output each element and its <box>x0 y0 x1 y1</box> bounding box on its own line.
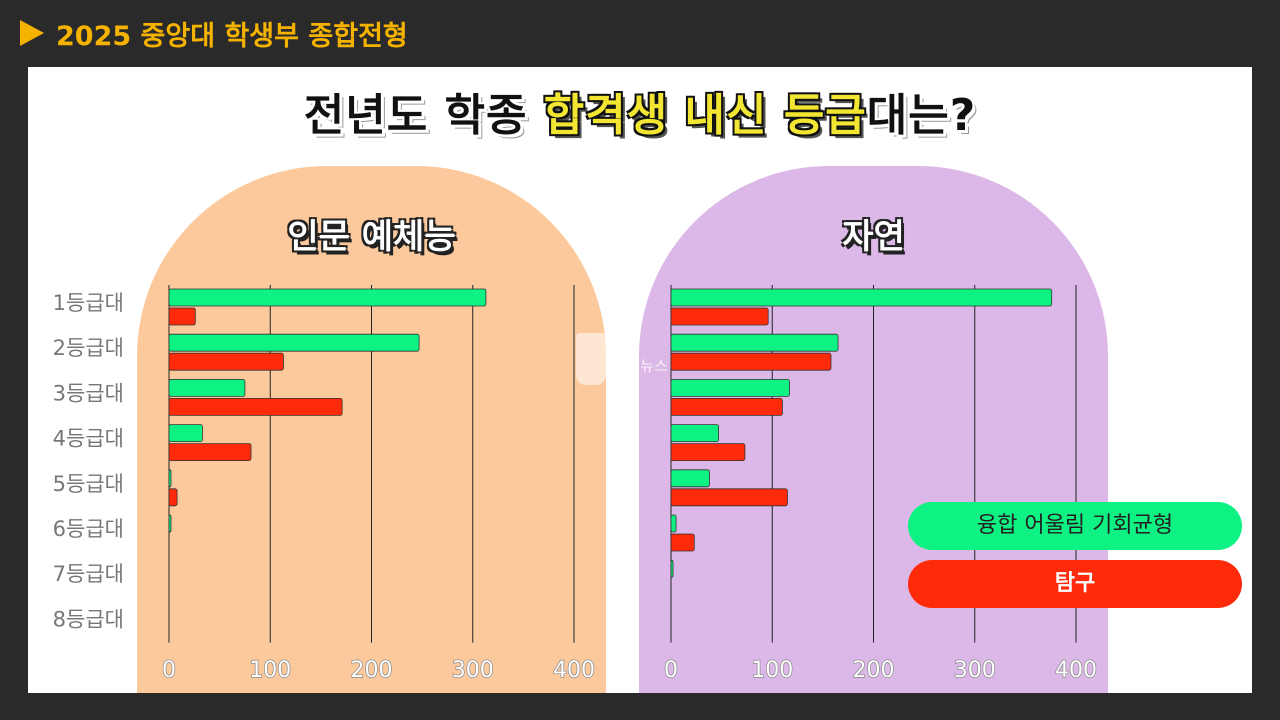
legend-series2: 탐구 <box>908 560 1242 608</box>
right-bar-series1 <box>670 424 719 443</box>
y-category-label: 1등급대 <box>53 291 124 315</box>
y-category-label: 7등급대 <box>53 562 124 586</box>
main-title-part2: 대는? <box>866 90 977 141</box>
left-bar-series1 <box>168 378 246 397</box>
right-x-tick-label: 300 <box>954 658 996 683</box>
left-bar-series2 <box>168 443 252 462</box>
left-bar-series1 <box>168 424 203 443</box>
slide-panel: 전년도 학종 합격생 내신 등급대는? 인문 예체능 자연 참은 뉴스 0 100… <box>28 67 1252 693</box>
main-title: 전년도 학종 합격생 내신 등급대는? <box>28 79 1252 143</box>
y-category-label: 5등급대 <box>53 472 124 496</box>
left-bar-series2 <box>168 488 178 507</box>
left-bar-series1 <box>168 514 172 533</box>
header-title: 2025 중앙대 학생부 종합전형 <box>56 21 408 52</box>
right-x-tick-label: 200 <box>853 658 895 683</box>
right-x-tick-label: 400 <box>1055 658 1097 683</box>
left-bar-series2 <box>168 397 343 416</box>
right-bar-series2 <box>670 533 695 552</box>
right-bar-series1 <box>670 559 674 578</box>
watermark-logo <box>576 333 606 385</box>
right-x-tick-label: 0 <box>664 658 678 683</box>
left-x-tick-label: 400 <box>553 658 595 683</box>
main-title-part1: 전년도 학종 <box>303 90 544 141</box>
left-bar-series1 <box>168 469 172 488</box>
left-bar-series2 <box>168 352 284 371</box>
bar-charts: 0 100 200 300 400 1등급대 2등급대 3등급대 4등급대 5등급대 6등급대 7등급… <box>53 285 1098 684</box>
y-category-label: 6등급대 <box>53 517 124 541</box>
header-bar: 2025 중앙대 학생부 종합전형 <box>0 0 1280 66</box>
left-x-tick-label: 200 <box>351 658 393 683</box>
right-bar-series2 <box>670 352 832 371</box>
left-x-tick-label: 300 <box>452 658 494 683</box>
play-triangle-icon <box>20 20 44 46</box>
left-x-tick-label: 0 <box>162 658 176 683</box>
y-category-label: 3등급대 <box>53 381 124 405</box>
y-category-label: 4등급대 <box>53 427 124 451</box>
right-chart-title: 자연 <box>842 217 905 257</box>
right-bar-series1 <box>670 333 839 352</box>
left-bar-series1 <box>168 333 420 352</box>
left-chart-title: 인문 예체능 <box>287 217 456 257</box>
left-bar-series1 <box>168 288 487 307</box>
right-bar-series2 <box>670 307 769 326</box>
left-bar-series2 <box>168 307 196 326</box>
right-bar-series1 <box>670 514 677 533</box>
main-title-highlight: 합격생 내신 등급 <box>543 90 867 141</box>
right-bar-series2 <box>670 488 788 507</box>
right-x-tick-label: 100 <box>751 658 793 683</box>
legend-series1: 융합 어울림 기회균형 <box>908 502 1242 550</box>
right-bar-series2 <box>670 443 746 462</box>
right-bar-series1 <box>670 288 1053 307</box>
y-category-label: 8등급대 <box>53 607 124 631</box>
right-bar-series1 <box>670 469 710 488</box>
y-category-label: 2등급대 <box>53 336 124 360</box>
left-x-tick-label: 100 <box>249 658 291 683</box>
right-bar-series1 <box>670 378 790 397</box>
watermark-text: 참은 뉴스 <box>608 357 668 375</box>
right-bar-series2 <box>670 397 783 416</box>
